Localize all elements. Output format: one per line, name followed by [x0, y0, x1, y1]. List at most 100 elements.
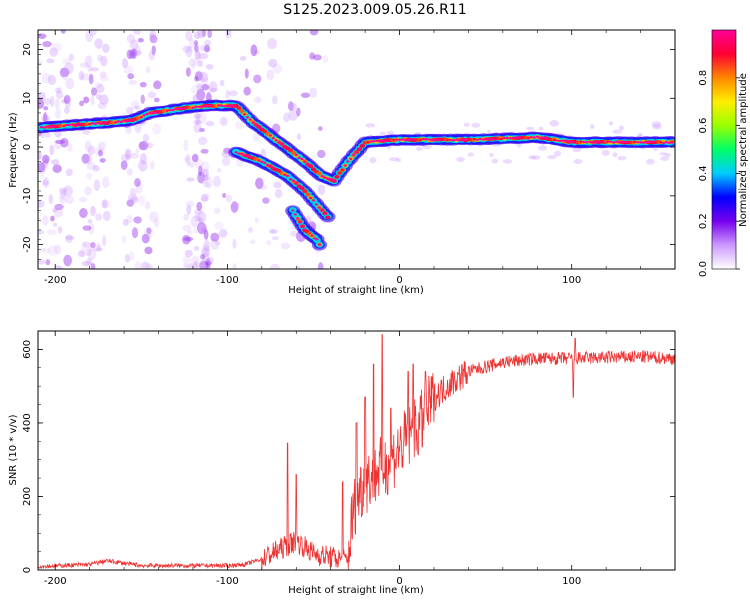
- track-cell: [274, 139, 278, 142]
- noise-speck: [200, 173, 210, 181]
- noise-speck: [217, 168, 222, 173]
- noise-speck: [40, 133, 45, 139]
- noise-speck: [90, 205, 96, 217]
- noise-speck: [146, 142, 154, 149]
- noise-speck: [207, 30, 212, 39]
- noise-speck: [41, 72, 51, 84]
- noise-speck: [65, 234, 73, 243]
- noise-speck: [198, 165, 203, 177]
- noise-speck: [41, 154, 50, 164]
- colorbar-ticks: 0.0 0.2 0.4 0.6 0.8: [698, 70, 740, 277]
- track-cell: [312, 237, 317, 240]
- noise-speck: [38, 161, 42, 171]
- noise-speck: [49, 144, 55, 156]
- noise-speck: [182, 234, 191, 245]
- chart-title: S125.2023.009.05.26.R11: [283, 2, 467, 18]
- noise-speck: [489, 152, 495, 157]
- noise-speck: [549, 119, 560, 127]
- track-cell: [352, 153, 356, 156]
- noise-speck: [652, 123, 662, 130]
- track-cell: [332, 179, 336, 183]
- track-cell: [306, 163, 310, 166]
- noise-speck: [203, 229, 209, 240]
- track-cell: [600, 140, 604, 144]
- track-cell: [398, 138, 402, 141]
- track-cell: [303, 228, 307, 231]
- snr-series-line: [38, 334, 675, 570]
- noise-speck: [99, 75, 110, 82]
- track-cell: [236, 106, 242, 110]
- noise-speck: [232, 263, 237, 269]
- noise-speck: [268, 228, 276, 234]
- track-cell: [298, 221, 302, 224]
- noise-speck: [201, 193, 210, 199]
- track-cell: [377, 139, 381, 143]
- noise-speck: [53, 208, 64, 218]
- noise-speck: [42, 176, 50, 188]
- noise-speck: [95, 93, 102, 100]
- noise-speck: [126, 214, 133, 224]
- track-cell: [427, 138, 432, 141]
- noise-speck: [491, 158, 498, 164]
- track-cell: [88, 122, 92, 126]
- track-cell: [418, 139, 423, 142]
- noise-speck: [86, 258, 93, 266]
- noise-speck: [122, 218, 129, 227]
- noise-speck: [149, 30, 156, 40]
- track-cell: [327, 178, 331, 181]
- track-cell: [615, 140, 619, 143]
- noise-speck: [138, 140, 149, 151]
- noise-speck: [96, 83, 105, 94]
- noise-speck: [200, 161, 210, 172]
- track-cell: [532, 136, 536, 139]
- noise-speck: [202, 174, 209, 182]
- noise-speck: [57, 226, 63, 234]
- noise-speck: [52, 42, 62, 53]
- noise-speck: [42, 165, 47, 173]
- snr-x-tick-label: -100: [216, 576, 239, 587]
- noise-speck: [268, 58, 278, 68]
- noise-speck: [205, 258, 211, 269]
- noise-speck: [150, 160, 155, 170]
- track-cell: [260, 160, 264, 164]
- noise-speck: [126, 106, 134, 115]
- track-cell: [243, 154, 247, 157]
- track-cell: [661, 141, 666, 144]
- noise-speck: [271, 236, 279, 241]
- noise-speck: [651, 121, 662, 128]
- noise-speck: [149, 33, 155, 38]
- track-cell: [286, 147, 290, 150]
- noise-speck: [42, 215, 49, 226]
- noise-speck: [55, 139, 65, 145]
- track-cell: [445, 138, 449, 141]
- track-cell: [508, 137, 512, 140]
- spectrogram-y-tick-label: -20: [22, 236, 33, 252]
- noise-speck: [38, 199, 45, 208]
- noise-speck: [225, 194, 232, 203]
- noise-speck: [664, 153, 671, 157]
- noise-speck: [90, 94, 95, 106]
- track-cell: [627, 141, 631, 144]
- noise-speck: [41, 160, 49, 169]
- track-cell: [125, 120, 129, 123]
- noise-speck: [573, 159, 583, 165]
- track-cell: [65, 123, 69, 127]
- noise-speck: [188, 37, 195, 49]
- noise-speck: [538, 145, 547, 151]
- track-cell: [430, 138, 435, 141]
- noise-speck: [201, 247, 211, 257]
- noise-speck: [131, 227, 139, 239]
- noise-speck: [219, 116, 228, 126]
- track-cell: [609, 140, 613, 143]
- spectrogram-x-tick-label: -100: [216, 275, 239, 286]
- track-cell: [119, 120, 123, 123]
- noise-speck: [144, 201, 151, 210]
- noise-speck: [196, 88, 206, 101]
- noise-speck: [38, 150, 43, 160]
- track-cell: [487, 137, 491, 141]
- track-cell: [182, 107, 186, 110]
- noise-speck: [127, 73, 135, 80]
- noise-speck: [138, 142, 147, 151]
- noise-speck: [209, 87, 218, 92]
- noise-speck: [49, 96, 55, 107]
